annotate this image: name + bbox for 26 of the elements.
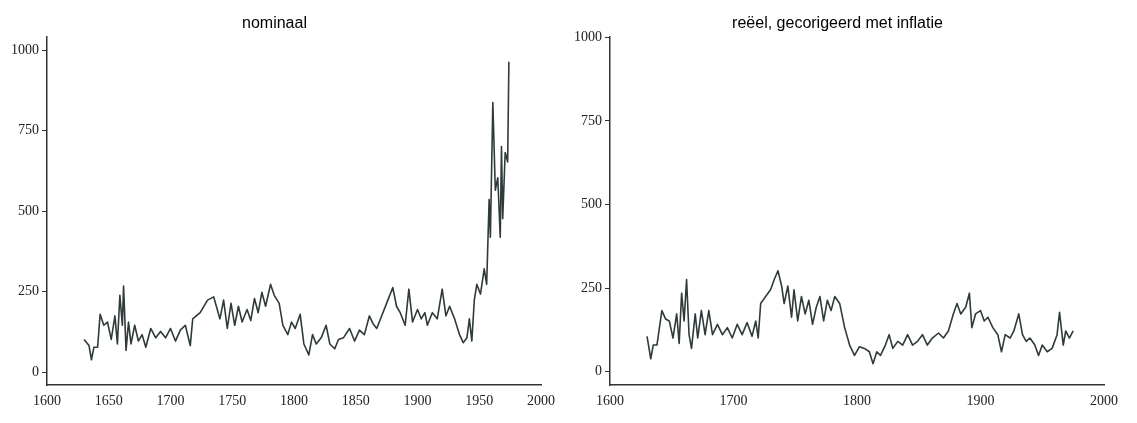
x-tick-label: 2000 — [527, 393, 555, 409]
x-tick-label: 1750 — [218, 393, 247, 409]
x-tick-label: 1600 — [33, 393, 61, 409]
x-tick-label: 1800 — [280, 393, 308, 409]
x-tick-label: 1950 — [465, 393, 494, 409]
y-tick-label: 1000 — [11, 41, 39, 57]
x-tick-label: 1650 — [94, 393, 123, 409]
chart-title: reëel, gecorigeerd met inflatie — [732, 14, 943, 32]
x-tick-label: 1700 — [156, 393, 185, 409]
chart-title: nominaal — [242, 14, 307, 32]
y-tick-label: 500 — [18, 202, 39, 218]
x-tick-label: 1850 — [341, 393, 370, 409]
x-tick-label: 1700 — [719, 393, 748, 409]
x-tick-label: 1900 — [403, 393, 432, 409]
y-tick-label: 0 — [595, 363, 602, 379]
y-tick-label: 750 — [581, 112, 602, 128]
y-tick-label: 250 — [18, 283, 39, 299]
x-tick-label: 1800 — [843, 393, 871, 409]
y-tick-label: 0 — [32, 363, 39, 379]
x-tick-label: 1600 — [596, 393, 624, 409]
x-tick-label: 1900 — [966, 393, 995, 409]
y-tick-label: 750 — [18, 122, 39, 138]
x-tick-label: 2000 — [1090, 393, 1118, 409]
y-tick-label: 500 — [581, 196, 602, 212]
y-tick-label: 1000 — [574, 28, 602, 44]
y-tick-label: 250 — [581, 279, 602, 295]
